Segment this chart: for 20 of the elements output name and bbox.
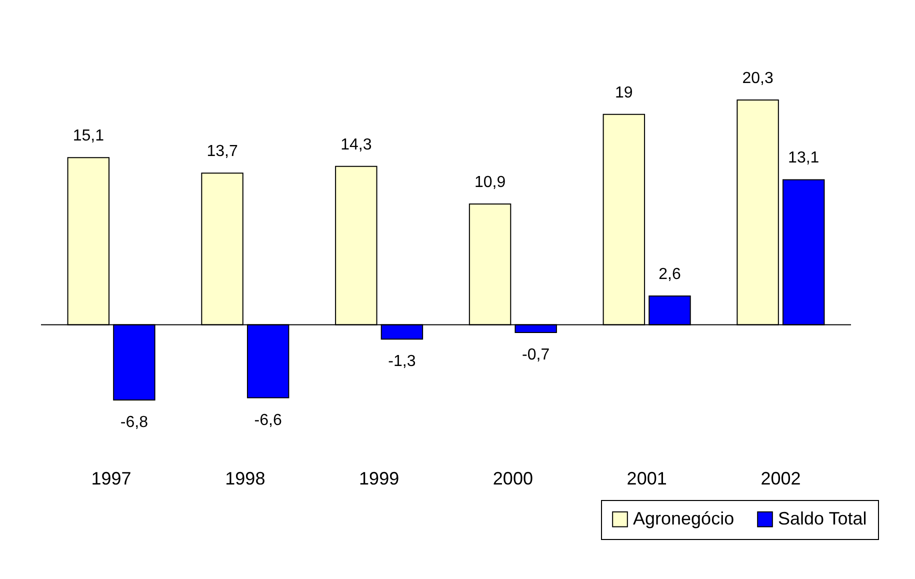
data-label: -6,6 bbox=[254, 412, 282, 429]
x-tick-label: 1997 bbox=[91, 468, 132, 488]
data-label: -0,7 bbox=[522, 346, 550, 364]
x-tick-label: 2002 bbox=[760, 468, 801, 488]
data-label: 15,1 bbox=[72, 128, 104, 145]
x-tick-label: 1999 bbox=[359, 468, 400, 488]
legend-label: Saldo Total bbox=[778, 508, 867, 528]
x-tick-label: 2001 bbox=[626, 468, 667, 488]
data-label: -6,8 bbox=[120, 414, 148, 431]
data-label: 10,9 bbox=[474, 174, 506, 192]
data-label: 20,3 bbox=[742, 70, 774, 87]
x-tick-label: 1998 bbox=[225, 468, 266, 488]
data-label: 19 bbox=[615, 84, 633, 102]
data-label: 2,6 bbox=[658, 266, 681, 283]
data-label: 13,1 bbox=[788, 150, 820, 167]
data-label: 13,7 bbox=[206, 143, 238, 160]
data-label: -1,3 bbox=[388, 353, 416, 370]
legend-label: Agronegócio bbox=[633, 508, 734, 528]
data-label: 14,3 bbox=[340, 136, 372, 154]
x-tick-label: 2000 bbox=[492, 468, 533, 488]
